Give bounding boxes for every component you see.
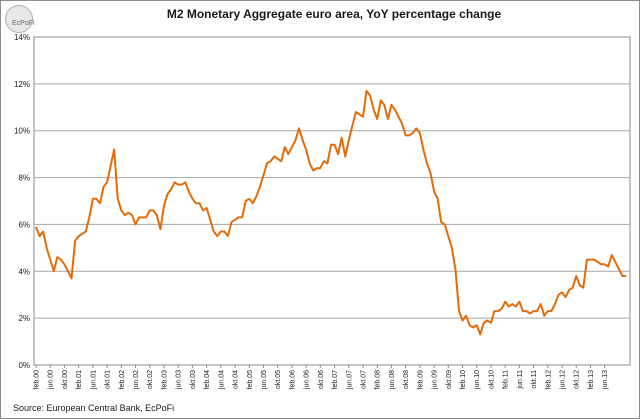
x-tick-label: feb.01 [76, 370, 83, 390]
x-tick-label: okt.04 [233, 370, 240, 389]
x-tick-label: jun.10 [474, 370, 481, 390]
series-line [35, 89, 626, 336]
x-tick-label: okt.08 [403, 370, 410, 389]
x-tick-label: okt.01 [105, 370, 112, 389]
y-tick-label: 0% [18, 361, 30, 370]
x-tick-label: feb.08 [375, 370, 382, 390]
y-tick-label: 6% [18, 220, 30, 229]
x-tick-label: okt.07 [360, 370, 367, 389]
x-tick-label: feb.07 [332, 370, 339, 390]
x-tick-label: feb.03 [161, 370, 168, 390]
plot-area [33, 36, 631, 366]
source-note: Source: European Central Bank, EcPoFi [13, 403, 175, 413]
chart-title: M2 Monetary Aggregate euro area, YoY per… [167, 7, 502, 21]
x-tick-label: feb.00 [34, 370, 41, 390]
y-tick-label: 2% [18, 314, 30, 323]
x-tick-label: feb.13 [588, 370, 595, 390]
x-tick-label: okt.11 [531, 370, 538, 389]
x-tick-label: okt.12 [574, 370, 581, 389]
x-tick-label: jun.05 [261, 370, 268, 390]
x-tick-label: feb.10 [460, 370, 467, 390]
x-tick-label: jun.04 [218, 370, 225, 390]
x-tick-label: okt.06 [318, 370, 325, 389]
x-tick-label: jun.11 [517, 370, 524, 390]
x-tick-label: okt.02 [147, 370, 154, 389]
y-tick-label: 14% [14, 33, 30, 42]
y-tick-label: 10% [14, 127, 30, 136]
x-tick-label: jun.03 [176, 370, 183, 390]
x-tick-label: feb.04 [204, 370, 211, 390]
x-tick-label: jun.13 [602, 370, 609, 390]
x-tick-label: jun.02 [133, 370, 140, 390]
x-axis: feb.00 jun.00 okt.00 feb.01 jun.01 okt.01 feb.… [34, 365, 609, 390]
ecpofi-logo: EcPoFi [5, 5, 35, 33]
x-tick-label: okt.09 [446, 370, 453, 389]
x-tick-label: feb.02 [119, 370, 126, 390]
grid-lines [34, 83, 630, 319]
x-tick-label: jun.12 [560, 370, 567, 390]
y-axis: 0% 2% 4% 6% 8% 10% 12% 14% [14, 33, 30, 370]
x-tick-label: jun.07 [346, 370, 353, 390]
x-tick-label: feb.09 [417, 370, 424, 390]
x-tick-label: jun.00 [48, 370, 55, 390]
x-tick-label: jun.08 [389, 370, 396, 390]
y-tick-label: 12% [14, 80, 30, 89]
logo-text: EcPoFi [12, 20, 35, 27]
x-tick-label: okt.10 [488, 370, 495, 389]
x-tick-label: okt.05 [275, 370, 282, 389]
x-tick-label: feb.12 [545, 370, 552, 390]
x-tick-label: feb.06 [289, 370, 296, 390]
y-tick-label: 4% [18, 267, 30, 276]
x-tick-label: jun.01 [90, 370, 97, 390]
x-tick-label: jun.06 [304, 370, 311, 390]
x-tick-label: okt.03 [190, 370, 197, 389]
x-tick-label: feb.11 [503, 370, 510, 389]
x-tick-label: jun.09 [432, 370, 439, 390]
x-tick-label: feb.05 [247, 370, 254, 390]
x-tick-label: okt.00 [62, 370, 69, 389]
y-tick-label: 8% [18, 174, 30, 183]
